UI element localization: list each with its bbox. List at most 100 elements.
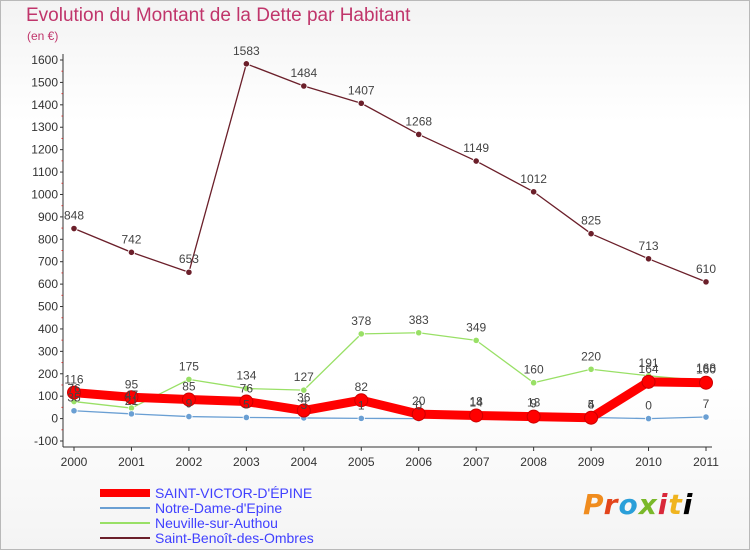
data-point — [124, 390, 139, 405]
data-point — [702, 413, 710, 421]
data-label: 21 — [125, 394, 139, 408]
data-label: 3 — [300, 398, 307, 412]
y-tick-label: 1000 — [31, 187, 58, 201]
y-tick-label: 1400 — [31, 98, 58, 112]
data-label: 610 — [696, 262, 716, 276]
data-label: 0 — [645, 399, 652, 413]
data-label: 36 — [297, 391, 311, 405]
data-label: 848 — [64, 209, 84, 223]
y-tick-label: 800 — [38, 232, 58, 246]
y-tick-label: 1300 — [31, 120, 58, 134]
data-label: 349 — [466, 320, 486, 334]
data-label: 7 — [703, 397, 710, 411]
data-point — [242, 384, 250, 393]
x-tick-label: 2000 — [61, 455, 88, 469]
data-point — [185, 412, 193, 421]
series-line — [73, 332, 707, 409]
data-point — [411, 407, 426, 422]
data-label: 35 — [67, 391, 81, 405]
line-chart: -100010020030040050060070080090010001100… — [31, 44, 719, 469]
x-tick-label: 2004 — [290, 455, 317, 469]
x-tick-label: 2005 — [348, 455, 375, 469]
data-label: 713 — [639, 239, 659, 253]
data-label: 9 — [530, 397, 537, 411]
y-tick-label: 600 — [38, 277, 58, 291]
y-tick-label: 300 — [38, 344, 58, 358]
data-point — [185, 268, 193, 276]
y-tick-label: 1100 — [32, 165, 58, 179]
series-line — [69, 377, 711, 423]
y-tick-label: 1500 — [31, 75, 58, 89]
data-label: 76 — [67, 382, 81, 396]
data-point — [70, 407, 78, 415]
data-label: 742 — [121, 232, 141, 246]
data-label: 175 — [179, 359, 199, 373]
data-label: 82 — [355, 380, 369, 394]
data-label: 825 — [581, 214, 601, 228]
data-label: 383 — [409, 313, 429, 327]
data-point — [530, 379, 538, 387]
data-point — [239, 394, 254, 409]
y-tick-label: -100 — [34, 434, 58, 448]
data-point — [415, 130, 423, 139]
data-point — [354, 393, 369, 408]
data-label: 1407 — [348, 83, 375, 97]
y-tick-label: 0 — [51, 412, 58, 426]
data-label: 5 — [243, 397, 250, 411]
legend-swatch-neuville — [100, 522, 150, 524]
data-point — [699, 375, 713, 390]
data-point — [127, 410, 136, 418]
data-label: 127 — [294, 370, 314, 384]
legend-label-saint-victor: SAINT-VICTOR-D'ÉPINE — [155, 485, 313, 501]
legend-label-saint-benoit: Saint-Benoît-des-Ombres — [155, 530, 314, 546]
legend-swatch-saint-benoit — [100, 537, 150, 539]
data-point — [702, 278, 710, 286]
data-point — [181, 392, 196, 407]
y-tick-label: 1200 — [31, 143, 58, 157]
data-label: 76 — [240, 382, 254, 396]
data-label: 1012 — [520, 172, 547, 186]
data-label: 160 — [696, 363, 716, 377]
x-tick-label: 2003 — [233, 455, 260, 469]
data-point — [357, 99, 365, 107]
x-tick-label: 2007 — [463, 455, 490, 469]
legend-label-neuville: Neuville-sur-Authou — [155, 515, 278, 531]
data-point — [70, 224, 78, 233]
legend-swatch-notre-dame — [100, 507, 150, 509]
data-label: 14 — [470, 395, 484, 409]
data-label: 164 — [639, 362, 659, 376]
data-point — [644, 255, 653, 263]
data-label: 9 — [186, 397, 193, 411]
data-label: 95 — [125, 377, 139, 391]
y-tick-label: 200 — [38, 367, 58, 381]
proxiti-logo: Proxiti — [583, 488, 694, 521]
data-label: 116 — [64, 373, 83, 387]
data-point — [587, 365, 595, 373]
data-label: 160 — [524, 363, 544, 377]
data-label: 1149 — [463, 141, 489, 155]
y-tick-label: 500 — [38, 300, 58, 314]
data-point — [587, 230, 595, 238]
data-label: 0 — [415, 399, 422, 413]
data-point — [357, 330, 365, 338]
data-point — [300, 386, 308, 394]
data-point — [469, 408, 484, 423]
data-point — [584, 410, 599, 425]
x-tick-label: 2008 — [520, 455, 547, 469]
data-point — [357, 414, 365, 422]
y-tick-label: 700 — [38, 255, 58, 269]
x-tick-label: 2011 — [693, 455, 719, 469]
data-label: 20 — [412, 394, 426, 408]
data-point — [67, 385, 81, 400]
data-point — [185, 375, 193, 383]
y-tick-label: 100 — [38, 389, 58, 403]
data-point — [127, 248, 136, 256]
data-label: 168 — [696, 361, 716, 375]
data-label: 220 — [581, 349, 601, 363]
data-point — [530, 188, 538, 196]
data-point — [641, 374, 656, 389]
x-tick-label: 2010 — [635, 455, 662, 469]
legend-label-notre-dame: Notre-Dame-d'Epine — [155, 500, 283, 516]
data-point — [472, 336, 480, 344]
